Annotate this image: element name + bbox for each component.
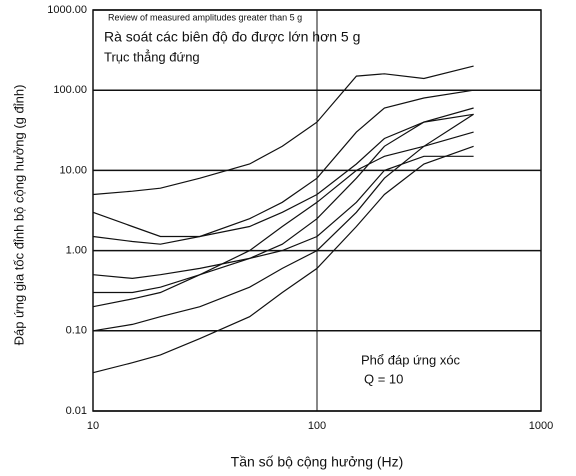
annotation: Q = 10 bbox=[364, 371, 403, 386]
y-tick-label: 1.00 bbox=[66, 245, 87, 257]
x-axis-label: Tần số bộ cộng hưởng (Hz) bbox=[231, 454, 404, 470]
y-axis-label: Đáp ứng gia tốc đỉnh bộ cộng hưởng (g đỉ… bbox=[11, 85, 26, 346]
y-tick-label: 0.10 bbox=[66, 325, 87, 337]
data-line bbox=[92, 65, 474, 196]
y-tick-label: 10.00 bbox=[59, 164, 87, 176]
x-tick-label: 100 bbox=[308, 420, 326, 432]
data-line bbox=[92, 145, 474, 374]
y-tick-label: 1000.00 bbox=[47, 4, 87, 16]
data-line bbox=[92, 113, 474, 238]
annotation: Phổ đáp ứng xóc bbox=[361, 352, 461, 367]
data-line bbox=[92, 155, 474, 280]
annotation: Review of measured amplitudes greater th… bbox=[108, 12, 302, 22]
data-line bbox=[92, 131, 474, 308]
x-tick-label: 10 bbox=[87, 420, 99, 432]
data-line bbox=[92, 113, 474, 332]
annotation: Trục thẳng đứng bbox=[104, 49, 200, 64]
data-line bbox=[92, 89, 474, 245]
y-tick-label: 100.00 bbox=[53, 84, 87, 96]
data-line bbox=[93, 107, 474, 294]
y-tick-label: 0.01 bbox=[66, 405, 87, 417]
x-tick-label: 1000 bbox=[529, 420, 553, 432]
annotation: Rà soát các biên độ đo được lớn hơn 5 g bbox=[104, 29, 360, 45]
